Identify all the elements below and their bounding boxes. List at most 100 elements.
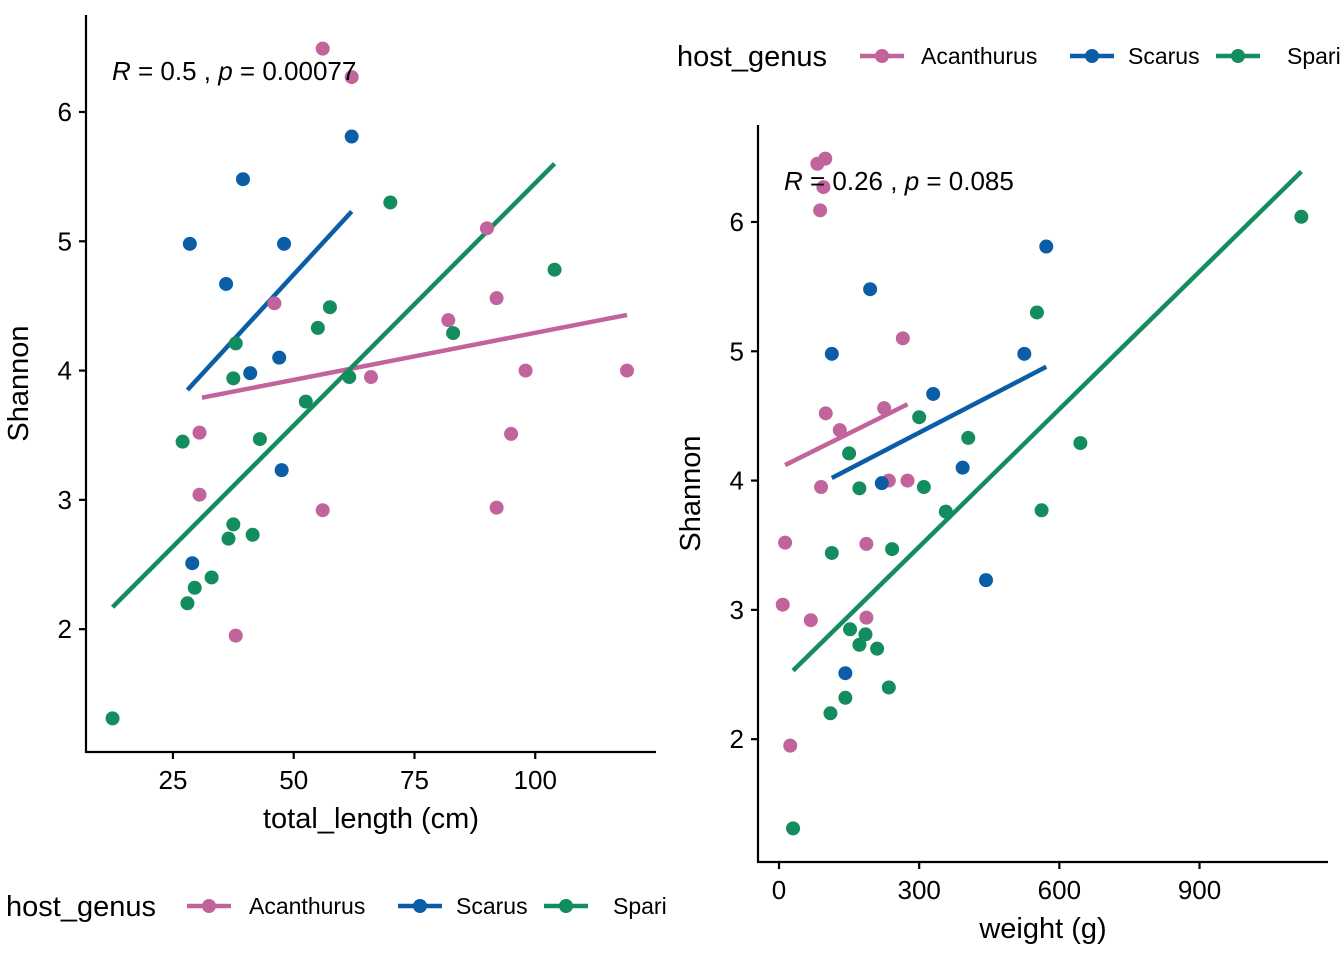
chart-length-point-scarus [219,276,234,291]
chart-length-point-scarus [272,350,287,365]
chart-length-point-spari [180,596,195,611]
chart-length-legend-label-scarus: Scarus [456,893,528,919]
chart-weight-point-acanthurus [816,180,831,195]
chart-length-point-scarus [277,236,292,251]
chart-weight-point-acanthurus [778,535,793,550]
chart-length-y-tick-label: 3 [58,485,72,515]
chart-weight-point-spari [858,627,873,642]
chart-weight-point-spari [852,637,867,652]
chart-length-legend-label-spari: Spari [613,893,667,919]
chart-weight-legend-key-point-scarus [1085,49,1099,63]
chart-weight-legend-title: host_genus [677,41,827,73]
chart-length-y-tick-label: 5 [58,226,72,256]
chart-length-point-spari [342,370,357,385]
chart-weight-point-acanthurus [803,613,818,628]
chart-weight-point-spari [1029,305,1044,320]
chart-weight-legend-key-point-acanthurus [875,49,889,63]
chart-length-point-spari [245,527,260,542]
chart-length-point-spari [383,195,398,210]
chart-weight-point-acanthurus [877,401,892,416]
chart-length-x-tick-label: 100 [514,765,557,795]
chart-weight-y-axis-title: Shannon [675,435,707,551]
chart-weight-x-tick-label: 900 [1178,875,1221,905]
chart-length-point-acanthurus [267,296,282,311]
chart-length-legend-title: host_genus [6,891,156,923]
chart-weight-point-acanthurus [813,203,828,218]
chart-weight-point-acanthurus [832,423,847,438]
chart-length-point-spari [226,371,241,386]
chart-weight-point-scarus [955,460,970,475]
chart-length-point-scarus [235,172,250,187]
chart-length-point-acanthurus [518,363,533,378]
chart-weight-point-spari [786,821,801,836]
chart-weight-point-scarus [979,573,993,588]
chart-weight-fit-line-scarus [830,364,1048,480]
chart-weight-legend-label-acanthurus: Acanthurus [921,43,1037,69]
chart-weight-point-scarus [1017,346,1032,361]
chart-length-x-axis-title: total_length (cm) [263,803,479,835]
chart-weight-point-scarus [874,476,889,491]
chart-length-y-axis-title: Shannon [3,325,35,441]
chart-weight-point-scarus [838,666,853,681]
chart-length-point-spari [547,262,562,277]
chart-weight-point-spari [881,680,896,695]
chart-weight-point-spari [838,690,853,705]
chart-weight-point-spari [1034,503,1049,518]
chart-length-y-tick-label: 2 [58,614,72,644]
chart-length-point-spari [298,394,313,409]
chart-weight-y-tick-label: 5 [730,336,744,366]
chart-length-point-acanthurus [620,363,635,378]
chart-length-y-tick-label: 6 [58,97,72,127]
chart-weight-point-acanthurus [775,597,790,612]
chart-weight-point-spari [885,542,900,557]
chart-length-point-scarus [344,129,359,144]
chart-length-point-spari [187,580,202,595]
chart-length-point-acanthurus [192,487,207,502]
chart-weight-point-scarus [1039,239,1054,254]
chart-weight-y-tick-label: 2 [730,724,744,754]
chart-length-point-acanthurus [504,426,519,441]
chart-weight-y-tick-label: 4 [730,466,744,496]
chart-weight-fit-line-spari [791,169,1303,673]
chart-length-point-acanthurus [315,503,330,518]
chart-length-point-scarus [243,366,258,381]
chart-weight-x-axis-title: weight (g) [978,913,1106,945]
chart-weight-point-scarus [926,386,941,401]
chart-length-point-acanthurus [315,41,330,56]
chart-length-x-tick-label: 75 [400,765,429,795]
chart-length-fit-line-spari [110,162,557,609]
chart-length-point-scarus [185,556,200,571]
chart-length-point-spari [204,570,219,585]
chart-length-legend-label-acanthurus: Acanthurus [249,893,365,919]
chart-weight-point-acanthurus [818,406,833,421]
chart-weight-point-acanthurus [895,331,910,346]
chart-weight-legend-label-scarus: Scarus [1128,43,1200,69]
chart-weight-x-tick-label: 600 [1038,875,1081,905]
chart-weight-point-spari [961,430,976,445]
chart-length-point-acanthurus [441,313,456,328]
chart-weight-point-spari [842,446,857,461]
chart-weight-point-spari [1073,436,1088,451]
chart-length-point-spari [446,326,461,341]
chart-weight-point-acanthurus [859,610,874,625]
chart-weight-point-acanthurus [814,480,829,495]
chart-weight-point-scarus [863,282,878,297]
chart-weight-legend-key-point-spari [1231,49,1245,63]
chart-length-point-spari [105,711,120,726]
chart-length-point-spari [228,336,243,351]
chart-weight-point-spari [938,504,953,519]
chart-length-point-spari [175,434,190,449]
chart-weight-y-tick-label: 6 [730,207,744,237]
chart-weight-x-tick-label: 0 [772,875,786,905]
chart-weight-point-acanthurus [900,473,915,488]
chart-weight-point-spari [916,480,931,495]
chart-weight-legend-label-spari: Spari [1287,43,1341,69]
chart-length-point-spari [322,300,337,315]
chart-length-point-spari [310,320,325,335]
chart-length-point-acanthurus [192,425,207,440]
chart-weight-point-spari [870,641,885,656]
chart-length-point-spari [221,531,236,546]
chart-weight-point-spari [1294,209,1309,224]
chart-length-correlation-annotation: R = 0.5 , p = 0.00077 [112,56,356,86]
